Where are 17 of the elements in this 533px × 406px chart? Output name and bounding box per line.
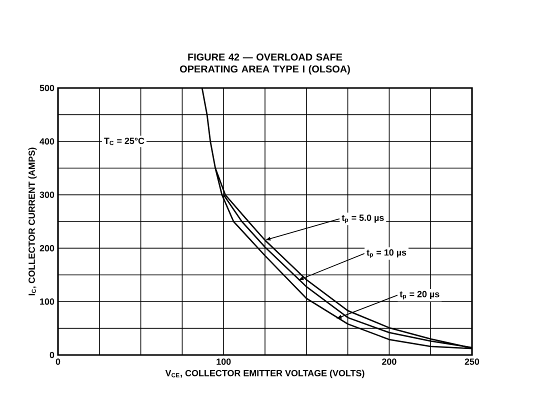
x-tick-label: 0 [56,358,60,365]
y-tick-label: 200 [40,245,54,252]
annotation: T$_{C}$ = 25°C [104,138,144,146]
x-tick-label: 100 [216,358,231,365]
y-tick-label: 300 [40,192,54,198]
y-axis-title: I$_{C}$, COLLECTOR CURRENT (AMPS) [28,148,37,296]
annotation: t$_{p}$ = 20 µs [400,290,440,300]
y-tick-label: 100 [40,298,54,305]
annotation: t$_{p}$ = 5.0 µs [342,214,384,224]
x-tick-label: 200 [382,358,396,365]
chart-title: FIGURE 42 — OVERLOAD SAFE OPERATING AREA TYPE I (OLSOA) [180,54,350,74]
y-tick-label: 400 [40,138,54,145]
x-tick-label: 250 [464,358,480,365]
annotation: t$_{p}$ = 10 µs [366,249,406,258]
y-tick-label: 0 [50,352,54,358]
x-axis-title: V$_{CE}$, COLLECTOR EMITTER VOLTAGE (VOLTS) [165,370,364,378]
y-tick-label: 500 [40,84,54,92]
